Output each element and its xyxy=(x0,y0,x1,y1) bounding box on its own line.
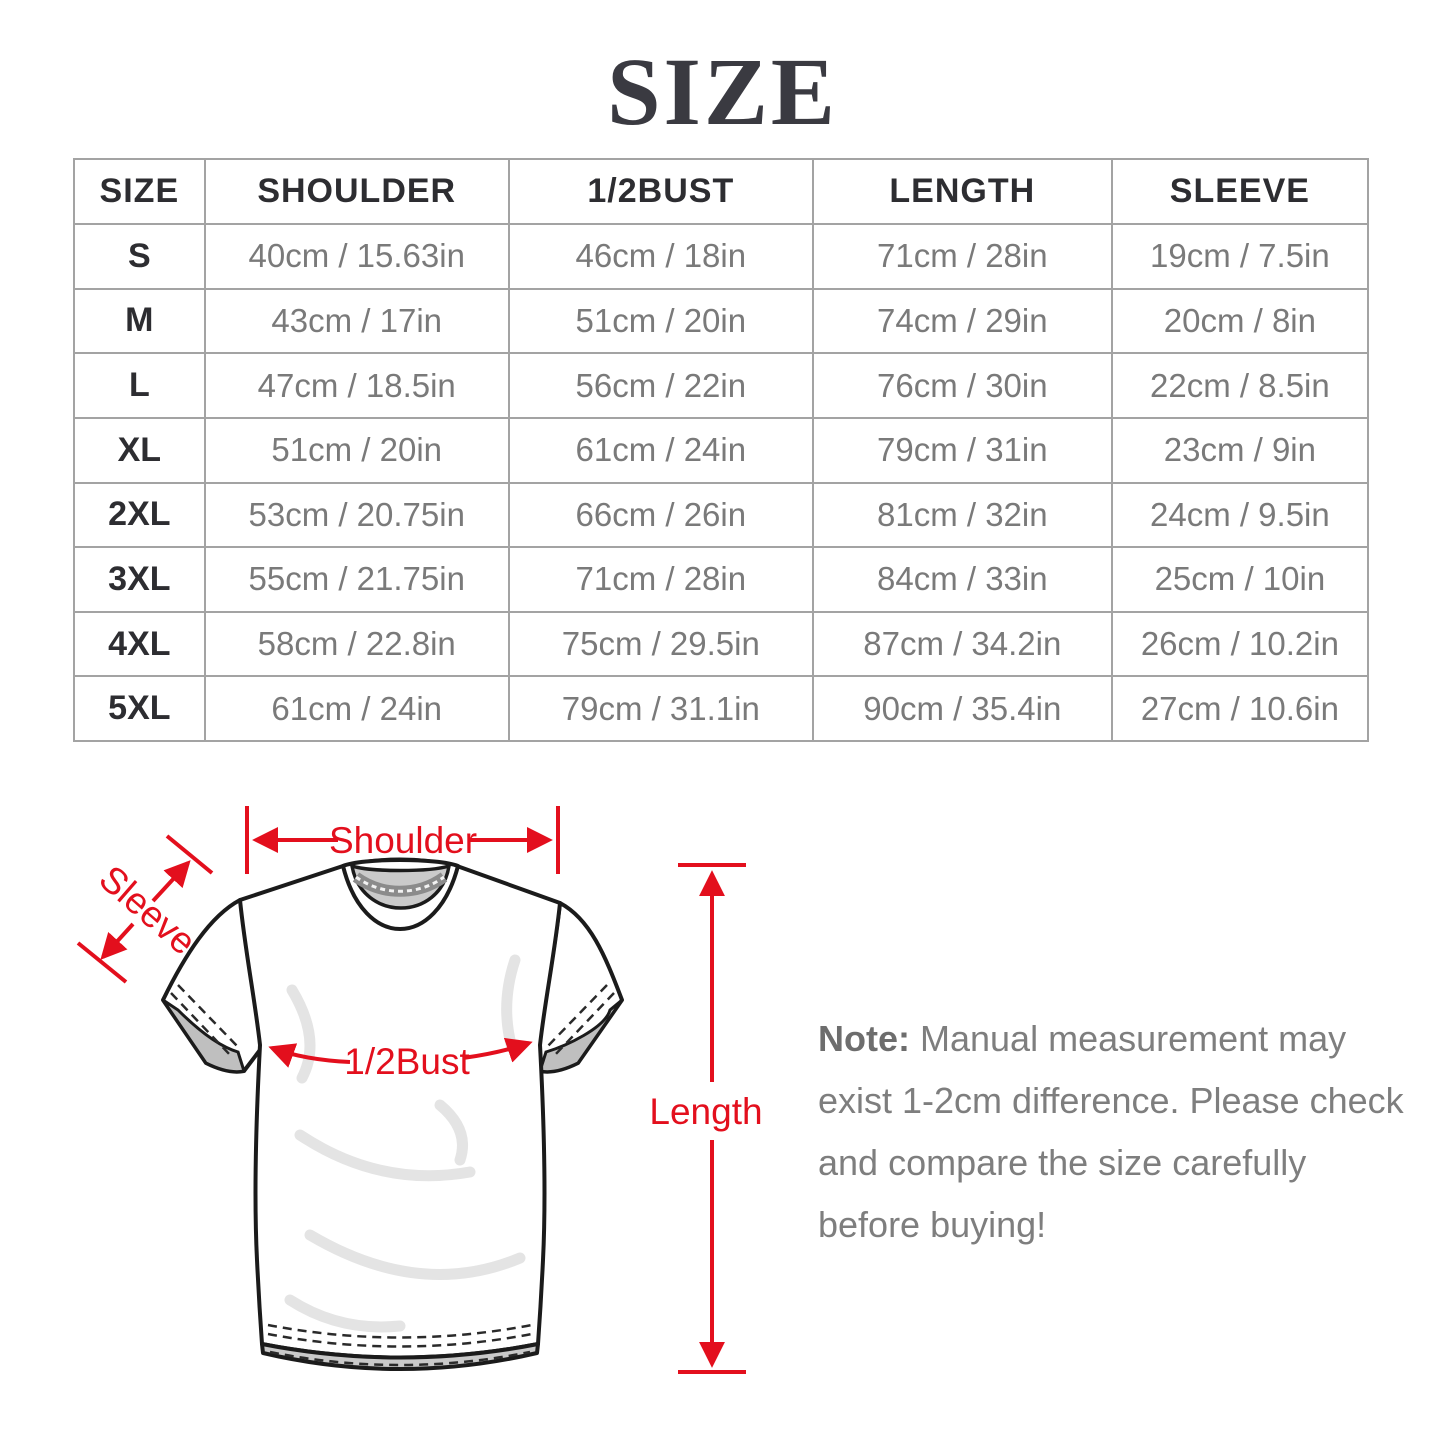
sleeve-tick-lower xyxy=(76,941,128,984)
length-cell: 76cm / 30in xyxy=(811,352,1113,419)
size-cell: 3XL xyxy=(73,546,206,613)
bust-cell: 61cm / 24in xyxy=(507,416,814,484)
size-row-l: L 47cm / 18.5in 56cm / 22in 76cm / 30in 22cm… xyxy=(73,352,1370,419)
page-title: SIZE xyxy=(607,38,838,145)
bust-cell: 51cm / 20in xyxy=(507,287,814,355)
size-table-body: S 40cm / 15.63in 46cm / 18in 71cm / 28in 19c… xyxy=(73,223,1370,742)
bust-cell: 71cm / 28in xyxy=(507,546,814,613)
tshirt-illustration xyxy=(161,857,624,1371)
bust-label: 1/2Bust xyxy=(344,1041,470,1082)
bust-cell: 66cm / 26in xyxy=(507,481,814,549)
size-row-2xl: 2XL 53cm / 20.75in 66cm / 26in 81cm / 32in 2… xyxy=(73,481,1370,549)
length-cell: 90cm / 35.4in xyxy=(811,675,1113,742)
sleeve-cell: 26cm / 10.2in xyxy=(1110,610,1370,678)
length-cell: 81cm / 32in xyxy=(811,481,1113,549)
size-table-header: SIZE SHOULDER 1/2BUST LENGTH SLEEVE xyxy=(73,158,1370,225)
size-row-xl: XL 51cm / 20in 61cm / 24in 79cm / 31in 23cm … xyxy=(73,416,1370,484)
col-header-shoulder: SHOULDER xyxy=(203,158,510,225)
size-table: SIZE SHOULDER 1/2BUST LENGTH SLEEVE S 40c… xyxy=(73,158,1370,742)
sleeve-cell: 27cm / 10.6in xyxy=(1110,675,1370,742)
sleeve-label: Sleeve xyxy=(91,858,203,963)
col-header-length: LENGTH xyxy=(811,158,1113,225)
size-cell: XL xyxy=(73,416,206,484)
tshirt-measurement-diagram: Shoulder Sleeve 1/2Bust Length xyxy=(76,806,763,1374)
length-cell: 79cm / 31in xyxy=(811,416,1113,484)
bust-arrow-right xyxy=(462,1037,533,1063)
sleeve-arrow-lower xyxy=(100,922,135,960)
shoulder-cell: 53cm / 20.75in xyxy=(203,481,510,549)
length-cell: 87cm / 34.2in xyxy=(811,610,1113,678)
size-row-3xl: 3XL 55cm / 21.75in 71cm / 28in 84cm / 33in 2… xyxy=(73,546,1370,613)
size-cell: L xyxy=(73,352,206,419)
shoulder-cell: 51cm / 20in xyxy=(203,416,510,484)
bust-cell: 79cm / 31.1in xyxy=(507,675,814,742)
size-row-m: M 43cm / 17in 51cm / 20in 74cm / 29in 20cm /… xyxy=(73,287,1370,355)
col-header-bust: 1/2BUST xyxy=(507,158,814,225)
sleeve-cell: 23cm / 9in xyxy=(1110,416,1370,484)
sleeve-cell: 25cm / 10in xyxy=(1110,546,1370,613)
measurement-note: Note: Manual measurement may exist 1-2cm… xyxy=(818,1008,1404,1256)
size-cell: M xyxy=(73,287,206,355)
size-cell: 4XL xyxy=(73,610,206,678)
length-cell: 74cm / 29in xyxy=(811,287,1113,355)
note-body: Manual measurement may exist 1-2cm diffe… xyxy=(818,1018,1404,1245)
shoulder-cell: 43cm / 17in xyxy=(203,287,510,355)
size-row-4xl: 4XL 58cm / 22.8in 75cm / 29.5in 87cm / 34.2… xyxy=(73,610,1370,678)
shoulder-cell: 40cm / 15.63in xyxy=(203,223,510,290)
size-cell: 2XL xyxy=(73,481,206,549)
col-header-size: SIZE xyxy=(73,158,206,225)
size-cell: S xyxy=(73,223,206,290)
sleeve-cell: 22cm / 8.5in xyxy=(1110,352,1370,419)
bust-arrow-left xyxy=(268,1043,351,1068)
length-label: Length xyxy=(649,1091,762,1132)
shoulder-cell: 61cm / 24in xyxy=(203,675,510,742)
shoulder-cell: 55cm / 21.75in xyxy=(203,546,510,613)
col-header-sleeve: SLEEVE xyxy=(1110,158,1370,225)
size-row-s: S 40cm / 15.63in 46cm / 18in 71cm / 28in 19c… xyxy=(73,223,1370,290)
shoulder-cell: 47cm / 18.5in xyxy=(203,352,510,419)
sleeve-cell: 19cm / 7.5in xyxy=(1110,223,1370,290)
size-row-5xl: 5XL 61cm / 24in 79cm / 31.1in 90cm / 35.4in… xyxy=(73,675,1370,742)
sleeve-tick-upper xyxy=(165,834,214,875)
note-prefix: Note: xyxy=(818,1018,910,1059)
shoulder-label: Shoulder xyxy=(329,820,477,861)
sleeve-cell: 24cm / 9.5in xyxy=(1110,481,1370,549)
shoulder-cell: 58cm / 22.8in xyxy=(203,610,510,678)
sleeve-cell: 20cm / 8in xyxy=(1110,287,1370,355)
size-cell: 5XL xyxy=(73,675,206,742)
bust-cell: 46cm / 18in xyxy=(507,223,814,290)
length-cell: 84cm / 33in xyxy=(811,546,1113,613)
length-cell: 71cm / 28in xyxy=(811,223,1113,290)
bust-cell: 56cm / 22in xyxy=(507,352,814,419)
bust-cell: 75cm / 29.5in xyxy=(507,610,814,678)
sleeve-arrow-upper xyxy=(151,860,191,903)
